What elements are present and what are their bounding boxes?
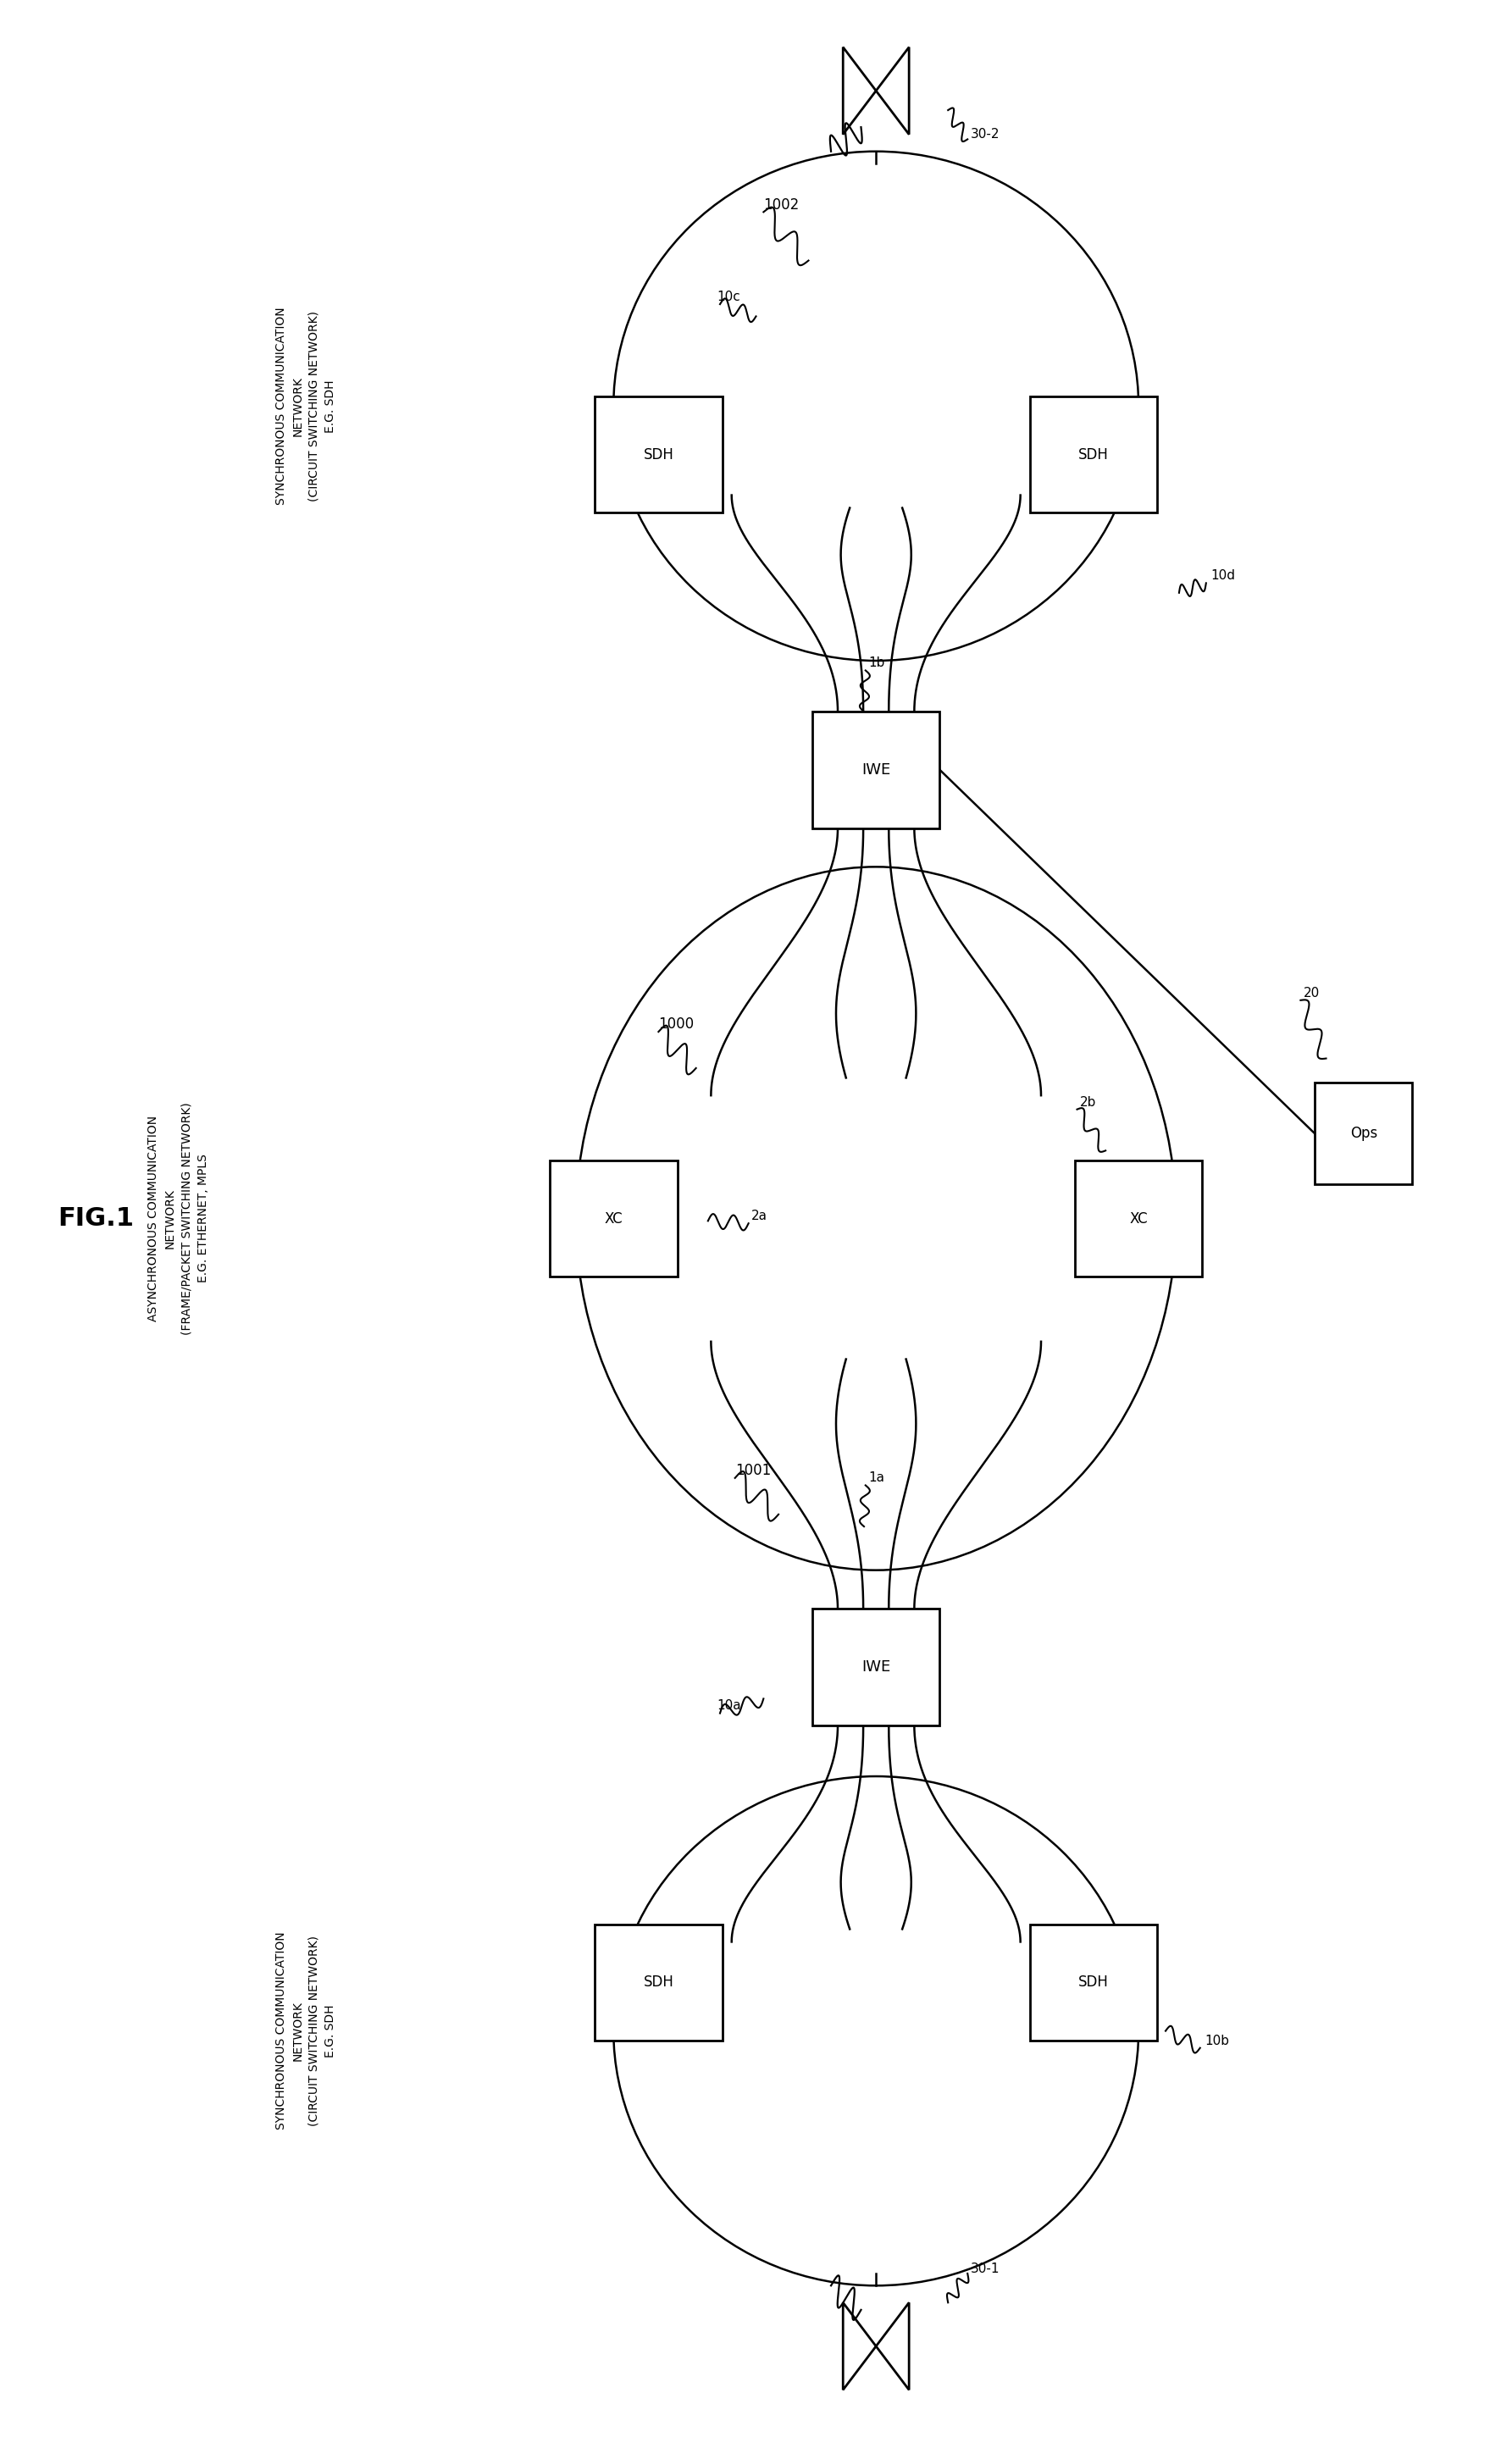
Text: 30-2: 30-2 [971,129,999,141]
Text: 20: 20 [1303,987,1320,999]
Text: 1002: 1002 [764,197,800,212]
Text: 1a: 1a [868,1472,885,1484]
FancyBboxPatch shape [550,1160,677,1277]
Text: SDH: SDH [1078,1974,1108,1991]
Text: SYNCHRONOUS COMMUNICATION
NETWORK
(CIRCUIT SWITCHING NETWORK)
E.G. SDH: SYNCHRONOUS COMMUNICATION NETWORK (CIRCU… [275,1933,337,2130]
Text: XC: XC [1129,1211,1148,1226]
FancyBboxPatch shape [1030,1925,1157,2040]
Text: XC: XC [605,1211,623,1226]
FancyBboxPatch shape [594,1925,723,2040]
Text: 10a: 10a [717,1699,741,1713]
Text: 10d: 10d [1211,570,1235,582]
Text: FIG.1: FIG.1 [57,1206,135,1231]
Text: 1001: 1001 [735,1462,771,1479]
Text: SDH: SDH [1078,446,1108,463]
Text: IWE: IWE [862,1660,891,1674]
Text: 10b: 10b [1205,2035,1229,2047]
Text: 2b: 2b [1080,1097,1096,1109]
Text: Ops: Ops [1350,1126,1377,1141]
Text: SDH: SDH [643,1974,674,1991]
Text: IWE: IWE [862,763,891,777]
Text: SYNCHRONOUS COMMUNICATION
NETWORK
(CIRCUIT SWITCHING NETWORK)
E.G. SDH: SYNCHRONOUS COMMUNICATION NETWORK (CIRCU… [275,307,337,504]
Text: ASYNCHRONOUS COMMUNICATION
NETWORK
(FRAME/PACKET SWITCHING NETWORK)
E.G. ETHERNE: ASYNCHRONOUS COMMUNICATION NETWORK (FRAM… [148,1102,209,1335]
Text: 30-1: 30-1 [971,2262,999,2276]
FancyBboxPatch shape [1315,1082,1412,1184]
FancyBboxPatch shape [812,1608,940,1725]
FancyBboxPatch shape [1030,397,1157,512]
FancyBboxPatch shape [1075,1160,1202,1277]
FancyBboxPatch shape [812,712,940,829]
Text: 1b: 1b [868,656,885,670]
Text: 2a: 2a [751,1209,768,1223]
Text: 1000: 1000 [659,1016,694,1033]
FancyBboxPatch shape [594,397,723,512]
Text: SDH: SDH [643,446,674,463]
Text: 10c: 10c [717,290,741,302]
